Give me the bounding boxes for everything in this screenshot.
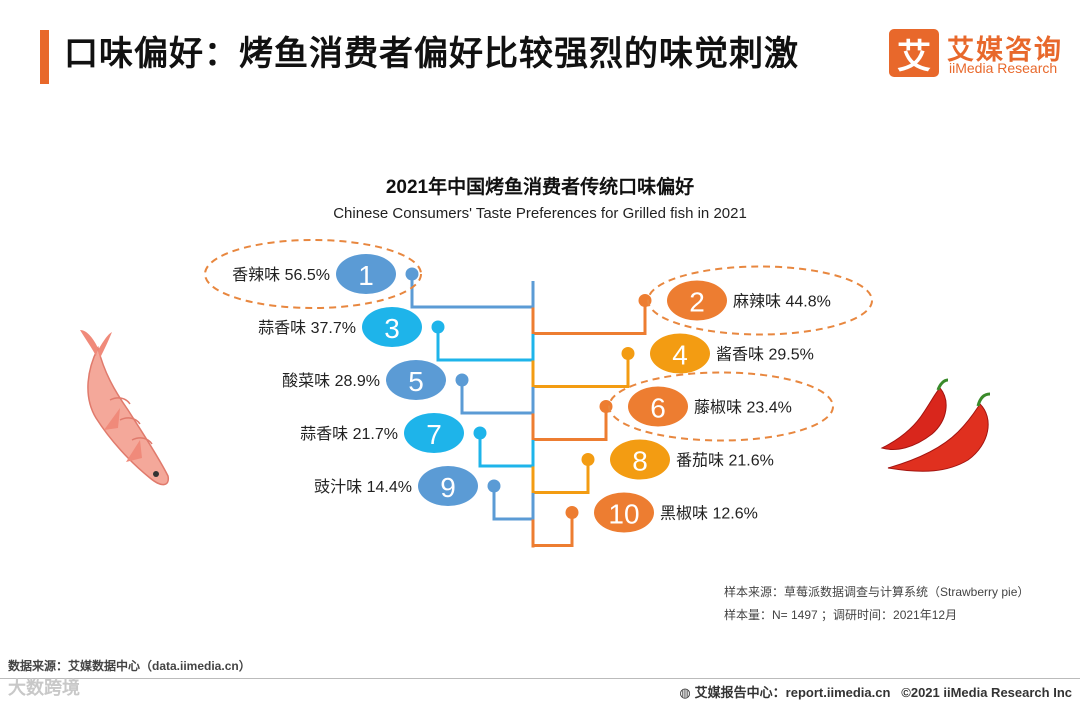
rank-number: 4 <box>672 340 688 371</box>
taste-label: 黑椒味 12.6% <box>660 505 758 523</box>
logo-text-en: iiMedia Research <box>949 60 1058 76</box>
rank-number: 5 <box>408 366 424 397</box>
branch-line <box>436 330 533 362</box>
sample-size-note: 样本量：N= 1497 ；调研时间：2021年12月 <box>724 608 958 622</box>
rank-number: 1 <box>358 260 374 291</box>
branch-knob <box>581 453 595 466</box>
taste-label: 番茄味 21.6% <box>676 452 774 470</box>
taste-label: 麻辣味 44.8% <box>733 293 831 311</box>
taste-label: 蒜香味 37.7% <box>258 319 356 337</box>
globe-icon: ◍ <box>679 685 691 700</box>
highlight-ring <box>647 265 873 336</box>
data-source: 数据来源：艾媒数据中心（data.iimedia.cn） <box>8 659 251 673</box>
watermark: 大数跨境 <box>8 678 80 698</box>
branch-line <box>410 277 533 309</box>
branch-line <box>533 356 630 388</box>
rank-bubble <box>667 280 727 321</box>
branch-line <box>533 515 574 547</box>
fish-illustration <box>80 330 170 486</box>
title-accent-bar <box>40 30 49 84</box>
rank-number: 7 <box>426 419 442 450</box>
rank-number: 3 <box>384 313 400 344</box>
logo-text-cn: 艾媒咨询 <box>947 35 1063 65</box>
logo-mark: 艾 <box>889 29 939 77</box>
branch-knob <box>405 267 419 281</box>
branch-knob <box>621 347 635 360</box>
highlight-ring <box>608 371 834 442</box>
report-center-link[interactable]: 艾媒报告中心：report.iimedia.cn <box>694 685 891 700</box>
rank-number: 6 <box>650 393 666 424</box>
highlight-ring <box>204 239 422 309</box>
rank-bubble <box>386 360 446 400</box>
page-title: 口味偏好：烤鱼消费者偏好比较强烈的味觉刺激 <box>64 35 799 73</box>
taste-label: 蒜香味 21.7% <box>300 425 398 443</box>
chart-subtitle: Chinese Consumers' Taste Preferences for… <box>333 205 747 222</box>
taste-label: 酸菜味 28.9% <box>282 372 380 390</box>
rank-number: 9 <box>440 472 456 503</box>
copyright: ©2021 iiMedia Research Inc <box>901 685 1072 700</box>
branch-knob <box>455 373 469 387</box>
taste-label: 豉汁味 14.4% <box>314 478 412 496</box>
branch-knob <box>487 479 501 493</box>
branch-knob <box>473 426 487 440</box>
rank-bubble <box>610 439 670 480</box>
chart-title: 2021年中国烤鱼消费者传统口味偏好 <box>385 177 695 198</box>
taste-label: 酱香味 29.5% <box>716 346 814 364</box>
rank-bubble <box>336 254 396 294</box>
branch-line <box>533 303 647 335</box>
footer-credits: ◍ 艾媒报告中心：report.iimedia.cn ©2021 iiMedia … <box>679 682 1072 701</box>
rank-number: 2 <box>689 287 705 318</box>
rank-number: 8 <box>632 446 648 477</box>
branch-line <box>478 436 533 468</box>
taste-label: 香辣味 56.5% <box>232 266 330 284</box>
tree-lines <box>410 277 647 548</box>
branch-line <box>492 489 533 521</box>
rank-bubble <box>418 466 478 506</box>
rank-bubble <box>650 333 710 374</box>
taste-label: 藤椒味 23.4% <box>694 399 792 417</box>
ranking-nodes: 1 香辣味 56.5% 2 麻辣味 44.8% 3 蒜香味 37.7% 4 酱香味 29.5%… <box>204 239 873 533</box>
branch-line <box>533 462 590 494</box>
rank-bubble <box>362 307 422 347</box>
iimedia-logo: 艾 艾媒咨询 iiMedia Research <box>889 26 1069 80</box>
rank-bubble <box>628 386 688 427</box>
branch-line <box>533 409 608 441</box>
rank-bubble <box>594 492 654 533</box>
chili-illustration <box>880 378 991 472</box>
branch-knob <box>431 320 445 334</box>
rank-bubble <box>404 413 464 453</box>
sample-source-note: 样本来源：草莓派数据调查与计算系统（Strawberry pie） <box>724 585 1030 599</box>
rank-number: 10 <box>608 499 639 530</box>
branch-line <box>460 383 533 415</box>
footer-divider <box>0 678 1080 679</box>
branch-knob <box>565 506 579 519</box>
